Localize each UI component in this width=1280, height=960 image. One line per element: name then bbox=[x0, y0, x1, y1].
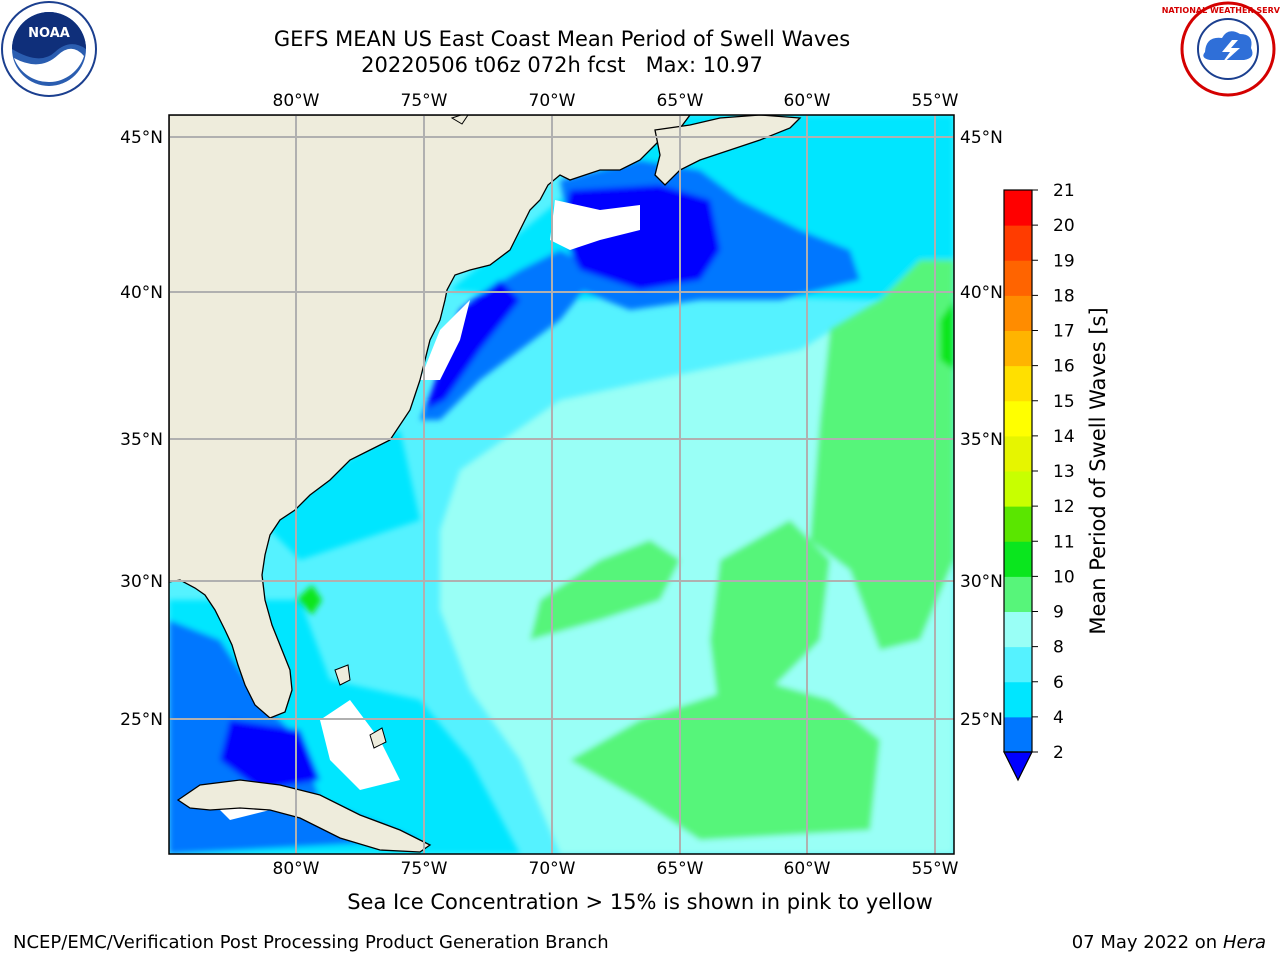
colorbar-tick-label: 6 bbox=[1053, 673, 1064, 693]
lon-label: 70°W bbox=[529, 859, 576, 879]
lat-labels-right: 45°N 40°N 35°N 30°N 25°N bbox=[960, 128, 1003, 730]
lat-label: 35°N bbox=[120, 430, 163, 450]
colorbar-extend-arrow bbox=[1003, 751, 1033, 782]
nodata-gulf-of-maine bbox=[550, 200, 640, 250]
colorbar-swatch bbox=[1004, 190, 1032, 226]
swell-patch-9-10-east bbox=[810, 260, 954, 650]
colorbar-tick-label: 18 bbox=[1053, 286, 1075, 306]
lon-label: 80°W bbox=[273, 859, 320, 879]
lon-label: 65°W bbox=[657, 91, 704, 111]
colorbar-tick-label: 4 bbox=[1053, 708, 1064, 728]
lon-label: 75°W bbox=[401, 859, 448, 879]
lon-label: 80°W bbox=[273, 91, 320, 111]
land-bahamas-2 bbox=[369, 727, 387, 749]
colorbar-tick-label: 8 bbox=[1053, 638, 1064, 658]
colorbar-label: Mean Period of Swell Waves [s] bbox=[1086, 307, 1110, 634]
sea-ice-note: Sea Ice Concentration > 15% is shown in … bbox=[347, 890, 933, 914]
colorbar-tick-label: 10 bbox=[1053, 567, 1075, 587]
lon-labels-top: 80°W 75°W 70°W 65°W 60°W 55°W bbox=[273, 91, 959, 111]
nws-logo-text: NATIONAL WEATHER SERVICE bbox=[1162, 6, 1280, 15]
chart-title: GEFS MEAN US East Coast Mean Period of S… bbox=[273, 27, 851, 51]
chart-subtitle: 20220506 t06z 072h fcst Max: 10.97 bbox=[361, 53, 763, 77]
swell-spot-10-11 bbox=[296, 585, 322, 615]
colorbar-swatch bbox=[1004, 716, 1032, 753]
colorbar-tick-label: 19 bbox=[1053, 251, 1075, 271]
producer-credit: NCEP/EMC/Verification Post Processing Pr… bbox=[13, 932, 609, 953]
colorbar: 2 4 6 8 9 10 11 12 13 14 15 16 17 18 19 20 21 Mean Perio… bbox=[1003, 181, 1110, 782]
lat-label: 25°N bbox=[960, 710, 1003, 730]
lat-label: 30°N bbox=[960, 572, 1003, 592]
colorbar-swatch bbox=[1004, 330, 1032, 367]
lat-label: 30°N bbox=[120, 572, 163, 592]
lat-label: 35°N bbox=[960, 430, 1003, 450]
colorbar-tick-label: 21 bbox=[1053, 181, 1075, 201]
lon-label: 75°W bbox=[401, 91, 448, 111]
colorbar-tick-label: 14 bbox=[1053, 427, 1075, 447]
run-date: 07 May 2022 on Hera bbox=[1072, 932, 1266, 953]
colorbar-swatch bbox=[1004, 611, 1032, 648]
swell-patch-9-10-mid bbox=[710, 520, 830, 720]
colorbar-swatch bbox=[1004, 471, 1032, 507]
map-area bbox=[169, 115, 954, 854]
lon-label: 70°W bbox=[529, 91, 576, 111]
lon-label: 55°W bbox=[912, 91, 959, 111]
land-nova-scotia bbox=[654, 115, 802, 186]
colorbar-swatch bbox=[1004, 646, 1032, 683]
noaa-logo: NOAA bbox=[1, 1, 97, 97]
colorbar-tick-label: 15 bbox=[1053, 392, 1075, 412]
swell-spot-10-11-east bbox=[940, 300, 954, 370]
lat-labels-left: 45°N 40°N 35°N 30°N 25°N bbox=[120, 128, 163, 730]
lat-label: 40°N bbox=[960, 283, 1003, 303]
map-frame bbox=[168, 114, 955, 855]
swell-band-below-2-shelf bbox=[425, 280, 520, 410]
lat-label: 45°N bbox=[960, 128, 1003, 148]
colorbar-swatch bbox=[1004, 260, 1032, 296]
lon-labels-bottom: 80°W 75°W 70°W 65°W 60°W 55°W bbox=[273, 859, 959, 879]
noaa-logo-text: NOAA bbox=[28, 26, 70, 41]
lat-label: 40°N bbox=[120, 283, 163, 303]
colorbar-tick-label: 12 bbox=[1053, 497, 1075, 517]
land-islands bbox=[450, 115, 469, 125]
colorbar-tick-label: 17 bbox=[1053, 322, 1075, 342]
nws-logo: NATIONAL WEATHER SERVICE bbox=[1162, 1, 1280, 97]
colorbar-tick-label: 20 bbox=[1053, 216, 1075, 236]
colorbar-swatch bbox=[1004, 506, 1032, 542]
colorbar-swatch bbox=[1004, 365, 1032, 402]
colorbar-swatch bbox=[1004, 435, 1032, 472]
nodata-shelf bbox=[420, 300, 470, 380]
swell-band-4-6-se bbox=[260, 430, 420, 560]
colorbar-tick-label: 11 bbox=[1053, 532, 1075, 552]
colorbar-tick-label: 9 bbox=[1053, 603, 1064, 623]
nodata-bahamas-bank bbox=[320, 700, 400, 790]
lat-label: 45°N bbox=[120, 128, 163, 148]
land-bahamas bbox=[334, 664, 351, 686]
colorbar-swatch bbox=[1004, 541, 1032, 577]
land-cuba bbox=[176, 779, 432, 853]
colorbar-swatch bbox=[1004, 576, 1032, 612]
swell-patch-9-10-west bbox=[530, 540, 680, 640]
colorbar-swatch bbox=[1004, 400, 1032, 437]
colorbar-tick-label: 13 bbox=[1053, 462, 1075, 482]
colorbar-swatch bbox=[1004, 225, 1032, 261]
map-gridlines bbox=[169, 115, 954, 854]
lon-label: 65°W bbox=[657, 859, 704, 879]
colorbar-tick-label: 16 bbox=[1053, 357, 1075, 377]
colorbar-swatch bbox=[1004, 681, 1032, 718]
colorbar-swatch bbox=[1004, 295, 1032, 331]
colorbar-tick-label: 2 bbox=[1053, 743, 1064, 763]
lon-label: 55°W bbox=[912, 859, 959, 879]
run-date-text: 07 May 2022 on bbox=[1071, 932, 1218, 953]
lat-label: 25°N bbox=[120, 710, 163, 730]
lon-label: 60°W bbox=[784, 859, 831, 879]
run-host: Hera bbox=[1222, 932, 1266, 953]
lon-label: 60°W bbox=[784, 91, 831, 111]
